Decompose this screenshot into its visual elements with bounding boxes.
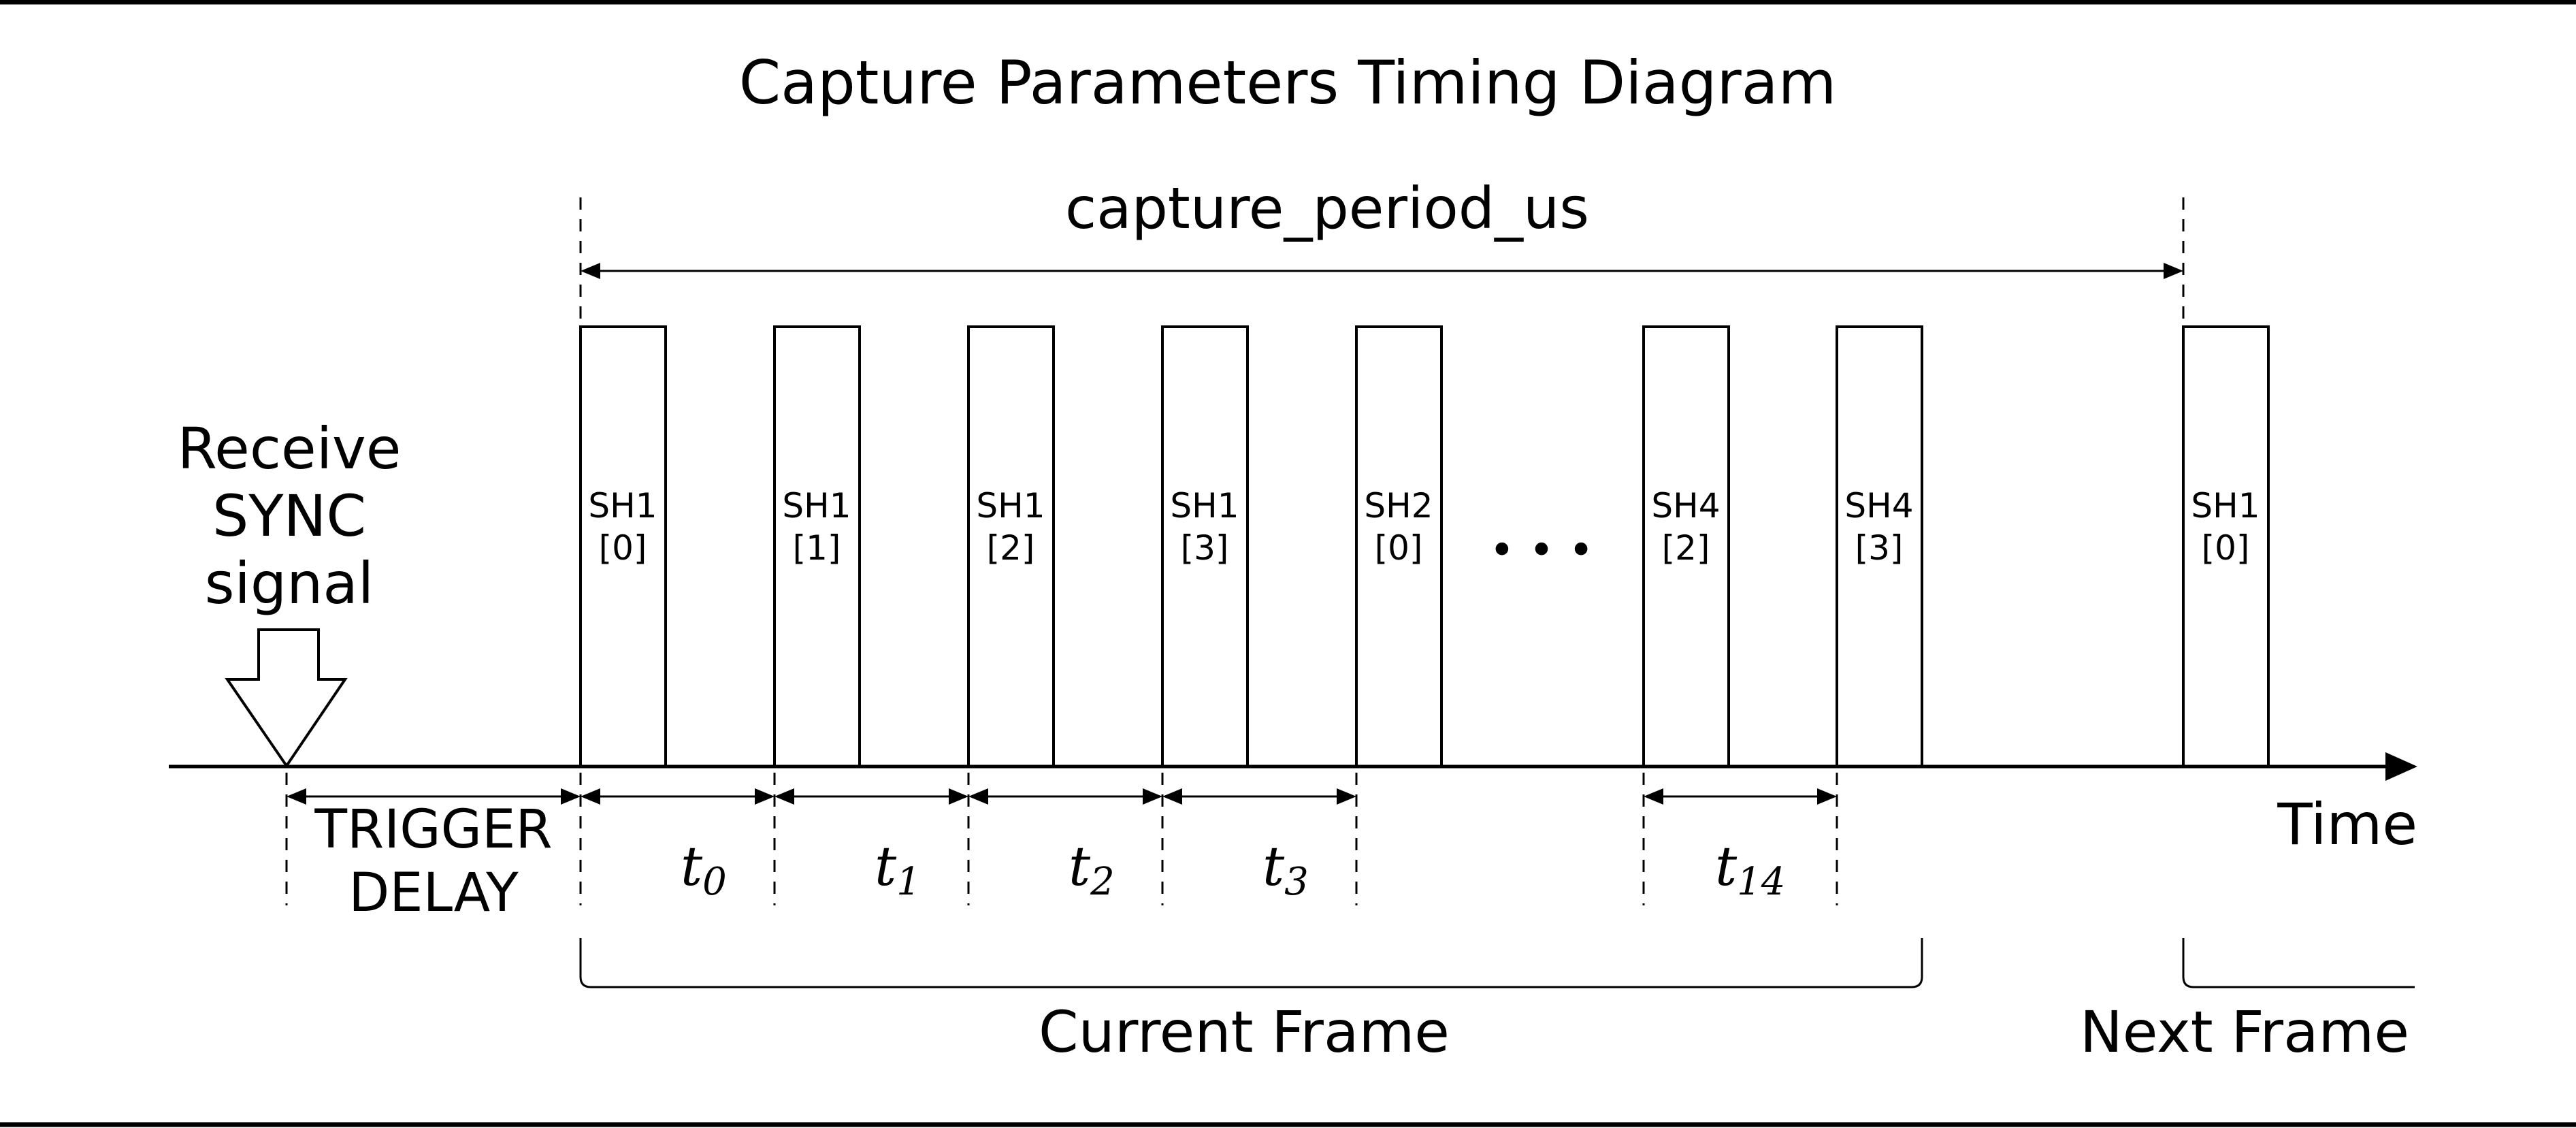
pulse-label-line-1: SH4 xyxy=(1651,486,1720,526)
next-frame-label: Next Frame xyxy=(2080,999,2409,1065)
diagram-title: Capture Parameters Timing Diagram xyxy=(739,48,1837,118)
current-frame-label: Current Frame xyxy=(1039,999,1450,1065)
time-axis-arrowhead-icon xyxy=(2385,752,2417,781)
interval-arrow-t1 xyxy=(775,788,968,805)
sync-label-line-3: signal xyxy=(205,550,374,617)
sync-label-line-1: Receive xyxy=(178,415,402,482)
pulse-next-sh1-0: SH1 [0] xyxy=(2182,325,2270,767)
pulse-label-line-2: [0] xyxy=(2202,528,2250,568)
sync-arrow-icon xyxy=(225,628,348,769)
pulse-label-line-2: [1] xyxy=(793,528,841,568)
interval-arrow-t2 xyxy=(968,788,1162,805)
pulse-label-line-1: SH1 xyxy=(1170,486,1239,526)
interval-label-t2: t2 xyxy=(1069,835,1115,904)
pulse-label-line-2: [0] xyxy=(599,528,647,568)
pulse-label-line-2: [0] xyxy=(1375,528,1423,568)
sync-label-line-2: SYNC xyxy=(212,483,366,549)
interval-label-t3: t3 xyxy=(1262,835,1309,904)
trigger-delay-label-line-1: TRIGGER xyxy=(314,799,552,860)
pulse-label-line-1: SH4 xyxy=(1844,486,1913,526)
pulse-label-line-2: [2] xyxy=(1662,528,1710,568)
pulse-label-line-2: [2] xyxy=(987,528,1035,568)
below-axis-dashed-lines xyxy=(285,773,1838,905)
pulse-label-line-1: SH1 xyxy=(2191,486,2260,526)
interval-label-t1: t1 xyxy=(875,835,921,904)
interval-label-t0: t0 xyxy=(681,835,727,904)
pulse-label-line-2: [3] xyxy=(1181,528,1229,568)
pulse-sh4-2: SH4 [2] xyxy=(1642,325,1730,767)
pulse-sh1-0: SH1 [0] xyxy=(579,325,667,767)
pulse-label-line-2: [3] xyxy=(1855,528,1904,568)
capture-period-arrow xyxy=(581,263,2183,279)
pulse-label-line-1: SH1 xyxy=(588,486,657,526)
interval-arrow-t3 xyxy=(1162,788,1356,805)
trigger-delay-label-line-2: DELAY xyxy=(348,863,519,924)
next-frame-bracket xyxy=(2182,938,2415,988)
pulse-label-line-1: SH1 xyxy=(782,486,851,526)
interval-label-t14: t14 xyxy=(1715,835,1785,904)
pulse-sh1-2: SH1 [2] xyxy=(967,325,1055,767)
ellipsis: • • • xyxy=(1489,526,1594,576)
pulse-label-line-1: SH1 xyxy=(976,486,1045,526)
time-label: Time xyxy=(2277,791,2417,858)
interval-arrow-t14 xyxy=(1644,788,1837,805)
pulse-sh4-3: SH4 [3] xyxy=(1836,325,1923,767)
current-frame-bracket xyxy=(579,938,1923,988)
capture-period-label: capture_period_us xyxy=(1065,175,1589,242)
pulse-sh1-1: SH1 [1] xyxy=(773,325,861,767)
pulse-label-line-1: SH2 xyxy=(1364,486,1433,526)
trigger-delay-arrow xyxy=(287,788,581,805)
pulse-sh1-3: SH1 [3] xyxy=(1161,325,1249,767)
pulse-sh2-0: SH2 [0] xyxy=(1355,325,1443,767)
interval-arrow-t0 xyxy=(581,788,775,805)
